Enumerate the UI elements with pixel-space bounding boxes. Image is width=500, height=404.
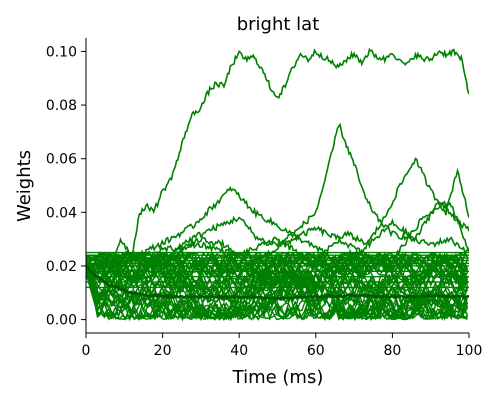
x-tick-label: 60	[307, 343, 325, 359]
y-tick-label: 0.08	[46, 98, 77, 114]
noise-trace	[86, 251, 468, 296]
x-tick-label: 20	[154, 343, 172, 359]
axes: 0 20 40 60 80 100 0.00 0.02 0.04 0.06 0.08 0.10	[46, 38, 483, 359]
rising-weight-line	[86, 47, 469, 280]
y-tick-label: 0.10	[46, 44, 77, 60]
y-tick-label: 0.04	[46, 205, 77, 221]
plot-area	[86, 47, 469, 322]
excursion-weight-line	[86, 185, 469, 276]
x-tick-label: 80	[383, 343, 401, 359]
x-tick-label: 100	[456, 343, 483, 359]
x-axis-label: Time (ms)	[232, 367, 324, 388]
mean-weight-line	[86, 264, 469, 301]
y-tick-label: 0.06	[46, 152, 77, 168]
y-axis-label: Weights	[14, 150, 35, 222]
noise-trace	[86, 270, 468, 321]
noise-trace	[86, 251, 469, 322]
chart-title: bright lat	[237, 14, 320, 35]
excursion-weight-line	[86, 157, 469, 284]
y-tick-label: 0.02	[46, 259, 77, 275]
excursion-weight-line	[86, 200, 469, 270]
x-tick-label: 40	[230, 343, 248, 359]
noise-trace	[86, 262, 468, 322]
x-tick-label: 0	[82, 343, 91, 359]
y-tick-label: 0.00	[46, 313, 77, 329]
